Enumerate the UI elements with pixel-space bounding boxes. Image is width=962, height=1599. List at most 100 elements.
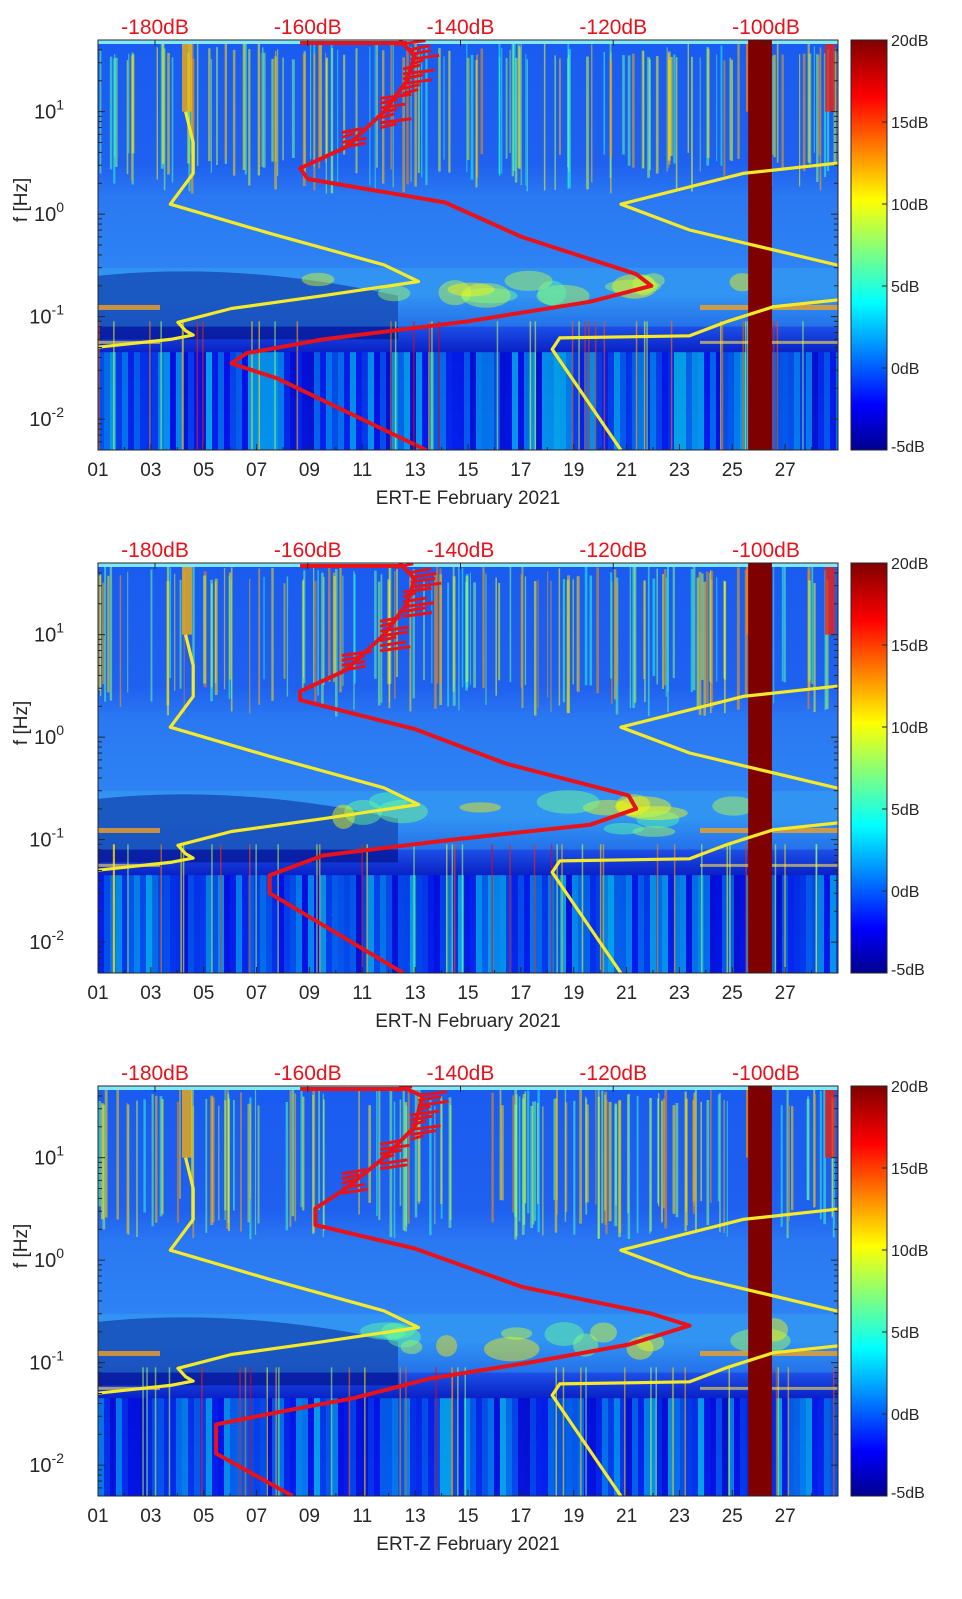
microseism-patch bbox=[636, 810, 680, 828]
lf-transient bbox=[584, 321, 586, 450]
x-tick-label: 01 bbox=[87, 460, 108, 481]
lf-transient bbox=[602, 844, 605, 973]
psd-jitter bbox=[341, 127, 363, 134]
lf-transient bbox=[112, 844, 115, 973]
psd-jitter bbox=[402, 606, 427, 614]
psd-jitter bbox=[402, 88, 419, 95]
y-tick-label: 10-2 bbox=[29, 404, 64, 431]
transient-streak bbox=[342, 575, 344, 687]
lf-column bbox=[470, 875, 476, 973]
lf-column bbox=[308, 352, 314, 450]
psd-jitter bbox=[379, 1148, 402, 1156]
transient-streak bbox=[289, 1090, 292, 1227]
lf-transient bbox=[775, 1367, 778, 1496]
psd-jitter bbox=[341, 141, 367, 149]
psd-jitter bbox=[379, 1143, 410, 1151]
lf-transient bbox=[496, 321, 499, 450]
lf-column bbox=[638, 875, 644, 973]
lf-transient bbox=[701, 844, 703, 973]
microseism-patch bbox=[536, 284, 590, 307]
transient-streak bbox=[518, 1096, 521, 1222]
lf-transient bbox=[673, 844, 676, 973]
transient-streak bbox=[773, 565, 775, 704]
psd-jitter bbox=[418, 1095, 442, 1102]
lf-transient bbox=[154, 1367, 157, 1496]
lf-transient bbox=[561, 844, 563, 973]
lf-column bbox=[566, 875, 572, 973]
psd-jitter bbox=[410, 581, 442, 589]
lf-column bbox=[626, 1398, 632, 1496]
psd-jitter bbox=[410, 1119, 427, 1127]
lf-column bbox=[332, 352, 338, 450]
psd-jitter bbox=[402, 601, 435, 609]
colorbar-label: 20dB bbox=[891, 33, 928, 50]
y-tick-label: 100 bbox=[34, 1245, 64, 1272]
y-tick-exponent: -2 bbox=[52, 1450, 65, 1466]
transient-streak bbox=[249, 578, 251, 714]
lf-transient bbox=[776, 321, 779, 450]
lf-column bbox=[368, 875, 374, 973]
lf-column bbox=[536, 875, 542, 973]
lf-transient bbox=[721, 321, 724, 450]
transient-streak bbox=[530, 1106, 534, 1229]
lf-column bbox=[344, 1398, 350, 1496]
lf-column bbox=[248, 875, 254, 973]
lf-column bbox=[224, 1398, 230, 1496]
transient-streak bbox=[652, 578, 656, 677]
x-tick-label: 11 bbox=[352, 1506, 372, 1527]
lf-column bbox=[134, 1398, 140, 1496]
lf-column bbox=[440, 1398, 446, 1496]
x-tick-label: 25 bbox=[722, 983, 743, 1004]
x-tick-label: 21 bbox=[616, 1506, 637, 1527]
transient-streak bbox=[399, 1099, 402, 1206]
lf-column bbox=[122, 352, 128, 450]
transient-streak bbox=[699, 57, 701, 172]
lf-column bbox=[488, 352, 494, 450]
transient-streak bbox=[192, 58, 195, 166]
y-tick-exponent: 1 bbox=[56, 97, 64, 113]
transient-streak bbox=[214, 581, 217, 684]
lf-column bbox=[452, 352, 458, 450]
lf-transient bbox=[182, 844, 185, 973]
lf-column bbox=[236, 875, 242, 973]
lf-transient bbox=[330, 1367, 333, 1496]
lf-column bbox=[620, 1398, 626, 1496]
psd-jitter bbox=[341, 1187, 369, 1195]
lf-column bbox=[224, 875, 230, 973]
transient-streak bbox=[832, 1098, 835, 1238]
transient-streak bbox=[672, 1105, 676, 1214]
lf-column bbox=[104, 1398, 110, 1496]
transient-streak bbox=[325, 57, 329, 157]
lf-transient bbox=[274, 321, 276, 450]
lf-column bbox=[410, 352, 416, 450]
transient-streak bbox=[776, 41, 779, 163]
lf-column bbox=[374, 875, 380, 973]
psd-jitter bbox=[402, 63, 421, 71]
lf-column bbox=[734, 1398, 740, 1496]
transient-streak bbox=[163, 48, 166, 191]
lf-column bbox=[260, 1398, 266, 1496]
lf-transient bbox=[364, 1367, 366, 1496]
lf-column bbox=[734, 875, 740, 973]
lf-column bbox=[236, 1398, 242, 1496]
transient-streak bbox=[162, 42, 165, 164]
transient-streak bbox=[813, 583, 816, 713]
microseism-patch bbox=[400, 1340, 423, 1354]
lf-column bbox=[104, 875, 110, 973]
microseism-patch bbox=[624, 806, 688, 821]
transient-streak bbox=[475, 59, 478, 188]
y-axis-label: f [Hz] bbox=[11, 1224, 32, 1268]
lf-column bbox=[716, 352, 722, 450]
lf-transient bbox=[555, 1367, 557, 1496]
lf-column bbox=[404, 1398, 410, 1496]
lf-column bbox=[530, 1398, 536, 1496]
transient-streak bbox=[159, 1096, 163, 1217]
y-tick-base: 10 bbox=[29, 830, 51, 852]
lf-transient bbox=[556, 844, 558, 973]
x-tick-label: 21 bbox=[616, 983, 637, 1004]
lf-column bbox=[812, 352, 818, 450]
lf-column bbox=[830, 1398, 836, 1496]
lf-column bbox=[428, 1398, 434, 1496]
microseism-patch bbox=[632, 826, 676, 837]
